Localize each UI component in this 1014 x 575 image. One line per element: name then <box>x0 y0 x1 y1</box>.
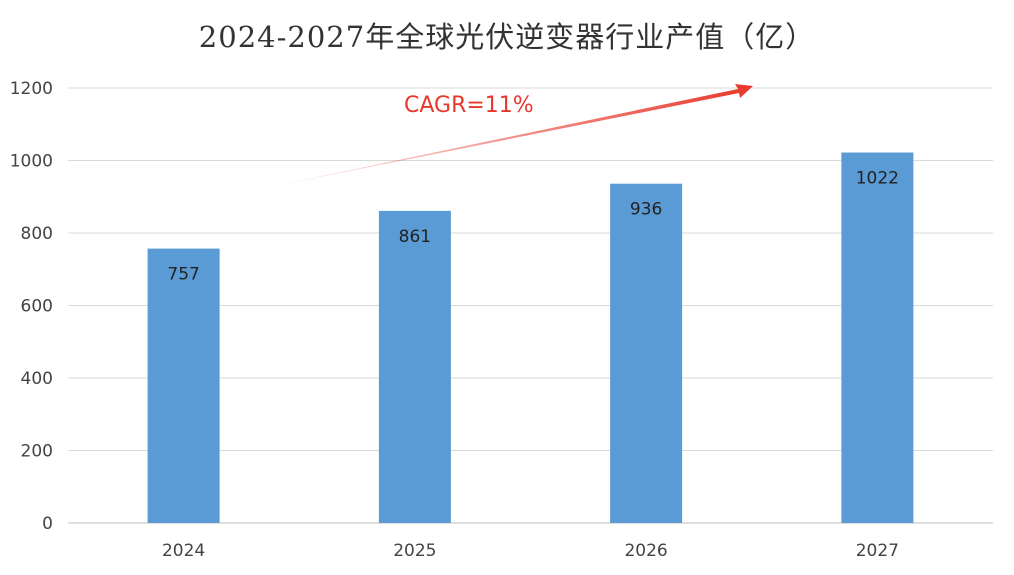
bar-2025 <box>378 210 451 523</box>
x-axis-ticks: 2024 2025 2026 2027 <box>162 541 899 561</box>
bars: 757 861 936 1022 <box>147 152 914 523</box>
grid-lines <box>68 87 993 524</box>
x-tick-label: 2026 <box>624 541 667 561</box>
data-label: 936 <box>630 200 662 220</box>
cagr-label: CAGR=11% <box>404 93 534 118</box>
y-tick-label: 600 <box>21 297 53 317</box>
y-tick-label: 800 <box>21 224 53 244</box>
x-tick-label: 2027 <box>856 541 899 561</box>
chart-title: 2024-2027年全球光伏逆变器行业产值（亿） <box>198 20 816 54</box>
y-tick-label: 0 <box>42 514 53 534</box>
data-label: 861 <box>399 227 431 247</box>
y-tick-label: 1000 <box>10 152 53 172</box>
cagr-annotation: CAGR=11% <box>255 84 753 190</box>
x-tick-label: 2024 <box>162 541 205 561</box>
data-label: 757 <box>167 265 199 285</box>
y-axis-ticks: 0 200 400 600 800 1000 1200 <box>10 79 53 534</box>
data-label: 1022 <box>856 169 899 189</box>
x-tick-label: 2025 <box>393 541 436 561</box>
bar-2026 <box>610 183 683 523</box>
bar-2027 <box>841 152 914 523</box>
y-tick-label: 400 <box>21 369 53 389</box>
bar-2024 <box>147 248 220 523</box>
y-tick-label: 1200 <box>10 79 53 99</box>
y-tick-label: 200 <box>21 442 53 462</box>
